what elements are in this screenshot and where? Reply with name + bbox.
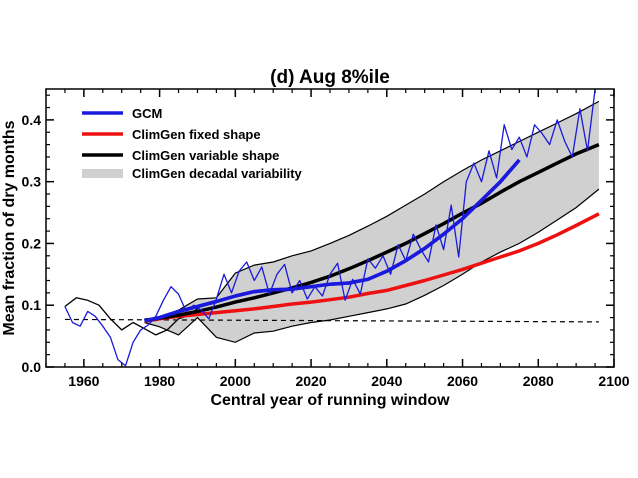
y-tick-label-3: 0.3 <box>22 174 42 190</box>
y-tick-label-0: 0.0 <box>22 359 42 375</box>
plot-content <box>64 89 600 367</box>
baseline-dashed-line <box>64 318 599 323</box>
y-tick-label-4: 0.4 <box>22 112 42 128</box>
legend-label-fixed: ClimGen fixed shape <box>132 127 261 142</box>
x-tick-label-2000: 2000 <box>220 373 251 389</box>
decadal-variability-band <box>144 101 599 343</box>
chart-title: (d) Aug 8%ile <box>270 67 390 88</box>
y-axis-label: Mean fraction of dry months <box>1 120 18 335</box>
y-tick-label-1: 0.1 <box>22 297 42 313</box>
x-tick-label-1960: 1960 <box>68 373 99 389</box>
legend-label-decadal: ClimGen decadal variability <box>132 166 303 181</box>
series-gcm-smoothed-top <box>144 158 521 323</box>
series-gcm-secondary <box>64 297 202 336</box>
x-tick-label-2080: 2080 <box>523 373 554 389</box>
ticks-layer: 1960 1980 2000 2020 2040 2060 2080 2100 0.0 0.1 0.… <box>22 89 630 389</box>
x-tick-label-2100: 2100 <box>598 373 629 389</box>
series-climgen-fixed-shape-extension <box>519 213 600 252</box>
legend: GCM ClimGen fixed shape ClimGen variable… <box>82 106 303 181</box>
x-tick-label-2020: 2020 <box>295 373 326 389</box>
x-tick-label-2060: 2060 <box>447 373 478 389</box>
legend-label-variable: ClimGen variable shape <box>132 148 279 163</box>
legend-label-gcm: GCM <box>132 106 162 121</box>
y-tick-label-2: 0.2 <box>22 235 42 251</box>
plot-layer <box>64 89 600 367</box>
x-tick-label-2040: 2040 <box>371 373 402 389</box>
x-axis-label: Central year of running window <box>210 392 450 409</box>
band-lower-edge <box>144 188 600 343</box>
legend-swatch-decadal <box>82 169 123 178</box>
x-tick-label-1980: 1980 <box>144 373 175 389</box>
